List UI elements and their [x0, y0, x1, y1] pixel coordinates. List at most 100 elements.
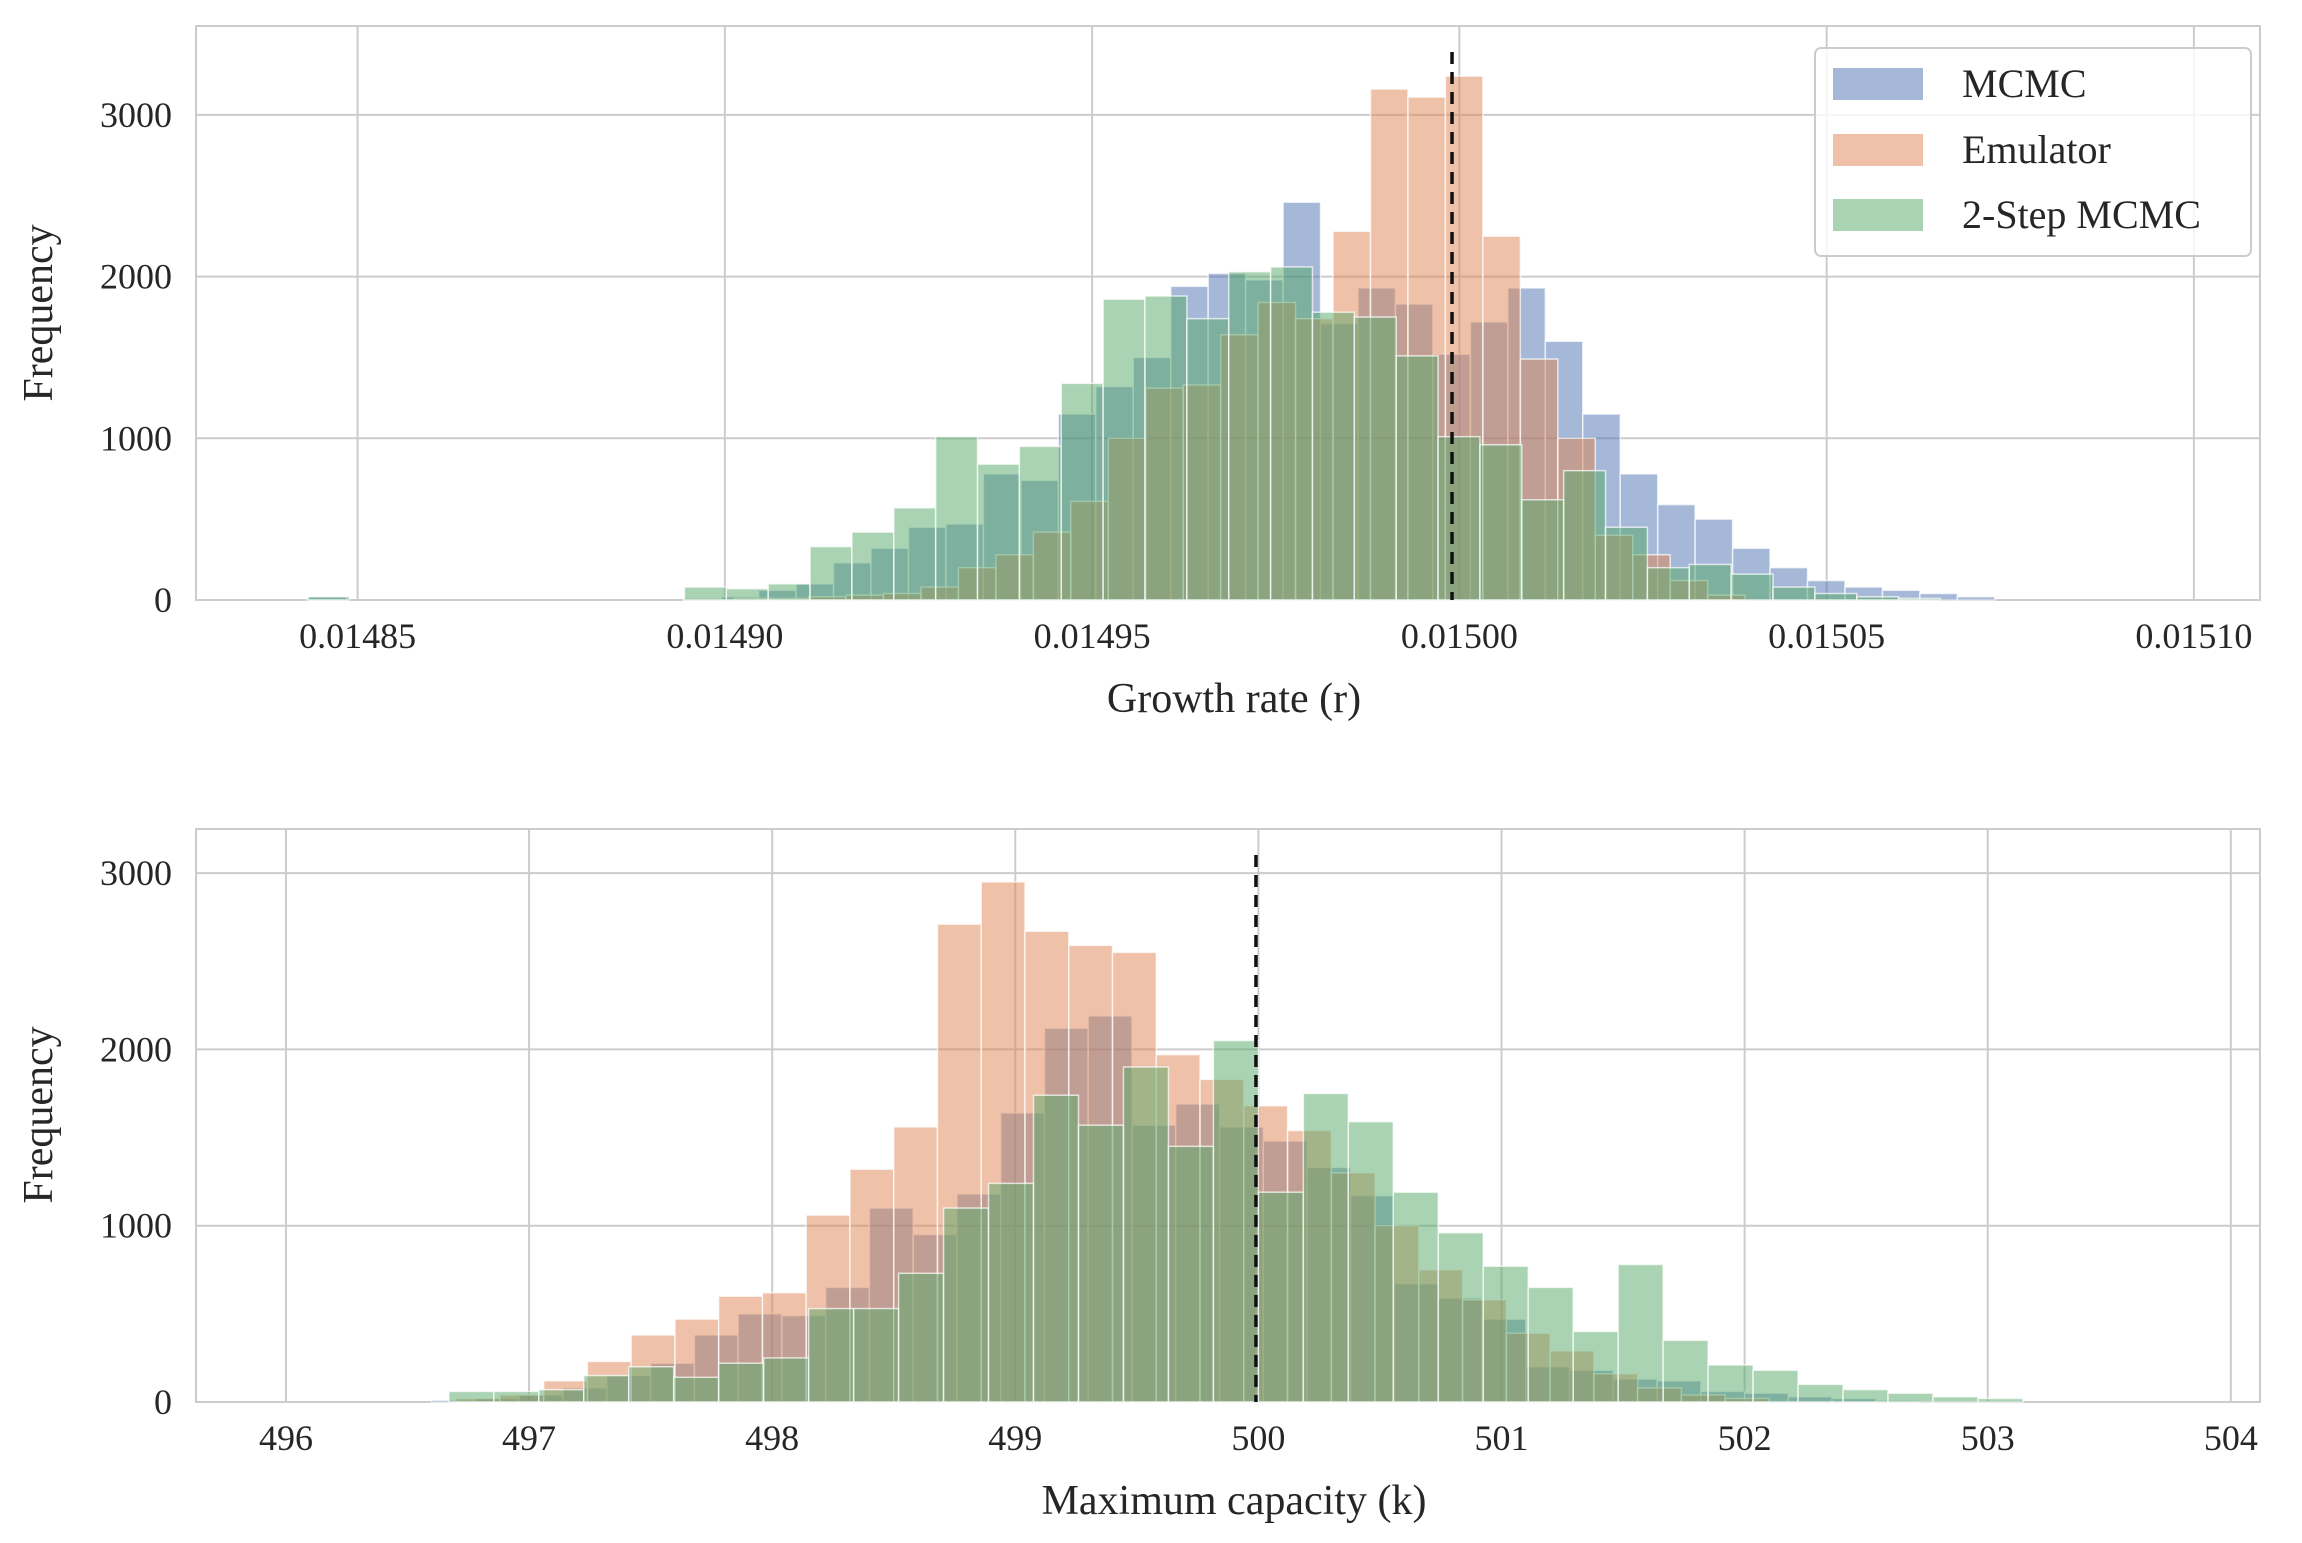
y-ticks-growth-rate: 0 1000 2000 3000 [100, 95, 172, 620]
bar-2-step-mcmc-maximum-capacity-k [1617, 1263, 1664, 1403]
bar-2-step-mcmc-maximum-capacity-k [1212, 1039, 1260, 1403]
legend-swatch-2-step-mcmc [1833, 199, 1923, 231]
bar-2-step-mcmc-maximum-capacity-k [852, 1307, 900, 1403]
chart-maximum-capacity: 496 497 498 499 500 501 502 503 504 0 1000 2000 300… [16, 828, 2261, 1524]
x-tick-label: 496 [259, 1418, 313, 1458]
bar-2-step-mcmc-growth-rate-r [1814, 592, 1858, 601]
bar-2-step-mcmc-maximum-capacity-k [1977, 1397, 2024, 1403]
bar-2-step-mcmc-growth-rate-r [767, 583, 811, 601]
bar-2-step-mcmc-maximum-capacity-k [987, 1182, 1035, 1403]
bar-2-step-mcmc-maximum-capacity-k [1842, 1388, 1889, 1403]
x-axis-title-growth-rate: Growth rate (r) [1107, 676, 1361, 722]
x-tick-label: 0.01510 [2135, 616, 2252, 656]
bar-2-step-mcmc-maximum-capacity-k [1122, 1066, 1170, 1403]
x-ticks-maximum-capacity: 496 497 498 499 500 501 502 503 504 [259, 1418, 2258, 1458]
bar-mcmc-growth-rate-r [1956, 596, 1996, 601]
bars-maximum-capacity [431, 881, 2024, 1403]
y-tick-label: 1000 [100, 418, 172, 458]
legend-label-mcmc: MCMC [1962, 61, 2087, 106]
bar-2-step-mcmc-maximum-capacity-k [672, 1376, 720, 1403]
bar-2-step-mcmc-growth-rate-r [1395, 355, 1439, 601]
bar-2-step-mcmc-growth-rate-r [1897, 597, 1942, 601]
bar-2-step-mcmc-maximum-capacity-k [762, 1357, 810, 1403]
bar-2-step-mcmc-growth-rate-r [1855, 596, 1900, 601]
legend-label-emulator: Emulator [1962, 127, 2111, 172]
bar-2-step-mcmc-growth-rate-r [683, 586, 728, 601]
bar-2-step-mcmc-growth-rate-r [1604, 526, 1649, 601]
y-tick-label: 3000 [100, 853, 172, 893]
y-tick-label: 2000 [100, 1029, 172, 1069]
bar-2-step-mcmc-growth-rate-r [893, 507, 937, 601]
bar-2-step-mcmc-maximum-capacity-k [1167, 1145, 1215, 1403]
y-tick-label: 3000 [100, 95, 172, 135]
x-tick-label: 497 [502, 1418, 556, 1458]
bar-2-step-mcmc-growth-rate-r [1311, 311, 1356, 601]
bar-2-step-mcmc-growth-rate-r [1772, 586, 1816, 601]
bar-2-step-mcmc-maximum-capacity-k [942, 1207, 990, 1403]
bar-2-step-mcmc-growth-rate-r [306, 596, 351, 601]
x-tick-label: 0.01505 [1768, 616, 1885, 656]
bar-2-step-mcmc-growth-rate-r [1730, 573, 1774, 601]
bar-2-step-mcmc-growth-rate-r [1186, 317, 1230, 601]
bar-2-step-mcmc-growth-rate-r [1144, 295, 1188, 601]
bar-2-step-mcmc-maximum-capacity-k [448, 1390, 495, 1403]
y-tick-label: 1000 [100, 1206, 172, 1246]
bar-2-step-mcmc-maximum-capacity-k [1932, 1395, 1979, 1403]
bar-2-step-mcmc-growth-rate-r [1353, 316, 1397, 601]
bar-2-step-mcmc-maximum-capacity-k [1482, 1265, 1529, 1403]
bar-2-step-mcmc-maximum-capacity-k [1437, 1231, 1485, 1403]
bar-2-step-mcmc-growth-rate-r [725, 587, 769, 601]
bar-2-step-mcmc-maximum-capacity-k [583, 1374, 630, 1403]
bar-2-step-mcmc-maximum-capacity-k [1887, 1392, 1934, 1403]
bar-2-step-mcmc-growth-rate-r [934, 435, 979, 601]
x-tick-label: 499 [988, 1418, 1042, 1458]
bar-2-step-mcmc-maximum-capacity-k [493, 1390, 540, 1403]
x-tick-label: 503 [1961, 1418, 2015, 1458]
bars-growth-rate [306, 75, 1996, 601]
x-tick-label: 0.01490 [666, 616, 783, 656]
x-axis-title-maximum-capacity: Maximum capacity (k) [1042, 1478, 1427, 1524]
y-tick-label: 0 [154, 580, 172, 620]
x-ticks-growth-rate: 0.01485 0.01490 0.01495 0.01500 0.01505 0.015… [299, 616, 2252, 656]
legend-swatch-emulator [1833, 134, 1923, 166]
bar-2-step-mcmc-maximum-capacity-k [717, 1362, 765, 1403]
bar-2-step-mcmc-maximum-capacity-k [1257, 1191, 1305, 1403]
bar-2-step-mcmc-maximum-capacity-k [1527, 1286, 1574, 1403]
bar-2-step-mcmc-maximum-capacity-k [807, 1307, 855, 1403]
bar-2-step-mcmc-maximum-capacity-k [1752, 1369, 1799, 1403]
x-tick-label: 0.01495 [1034, 616, 1151, 656]
bar-2-step-mcmc-maximum-capacity-k [627, 1365, 675, 1403]
bar-2-step-mcmc-maximum-capacity-k [538, 1388, 585, 1403]
bar-2-step-mcmc-growth-rate-r [1227, 271, 1272, 601]
bar-2-step-mcmc-maximum-capacity-k [1077, 1124, 1125, 1403]
bar-2-step-mcmc-growth-rate-r [976, 463, 1021, 601]
bar-2-step-mcmc-maximum-capacity-k [1707, 1364, 1754, 1403]
bar-2-step-mcmc-maximum-capacity-k [1797, 1383, 1844, 1403]
legend-swatch-mcmc [1833, 68, 1923, 100]
bar-2-step-mcmc-growth-rate-r [1562, 469, 1607, 601]
bar-2-step-mcmc-maximum-capacity-k [1572, 1330, 1619, 1403]
bar-2-step-mcmc-maximum-capacity-k [1302, 1092, 1350, 1403]
legend-box [1814, 47, 2252, 257]
x-tick-label: 502 [1718, 1418, 1772, 1458]
bar-2-step-mcmc-growth-rate-r [1437, 435, 1481, 601]
bar-2-step-mcmc-maximum-capacity-k [1662, 1339, 1709, 1403]
series-2-step-mcmc [448, 1039, 2024, 1403]
y-ticks-maximum-capacity: 0 1000 2000 3000 [100, 853, 172, 1422]
legend-label-2-step-mcmc: 2-Step MCMC [1962, 192, 2201, 237]
bar-2-step-mcmc-maximum-capacity-k [1392, 1191, 1440, 1403]
bar-2-step-mcmc-maximum-capacity-k [897, 1272, 945, 1403]
bar-2-step-mcmc-maximum-capacity-k [1032, 1094, 1080, 1403]
bar-2-step-mcmc-growth-rate-r [1060, 382, 1104, 601]
x-tick-label: 0.01500 [1401, 616, 1518, 656]
x-tick-label: 501 [1474, 1418, 1528, 1458]
y-tick-label: 2000 [100, 257, 172, 297]
y-axis-title-maximum-capacity: Frequency [16, 1026, 62, 1203]
bar-2-step-mcmc-growth-rate-r [1018, 445, 1063, 601]
x-tick-label: 504 [2204, 1418, 2258, 1458]
x-tick-label: 0.01485 [299, 616, 416, 656]
bar-2-step-mcmc-growth-rate-r [1688, 563, 1732, 601]
bar-2-step-mcmc-growth-rate-r [1102, 298, 1146, 601]
legend: MCMC Emulator 2-Step MCMC [1814, 47, 2252, 257]
